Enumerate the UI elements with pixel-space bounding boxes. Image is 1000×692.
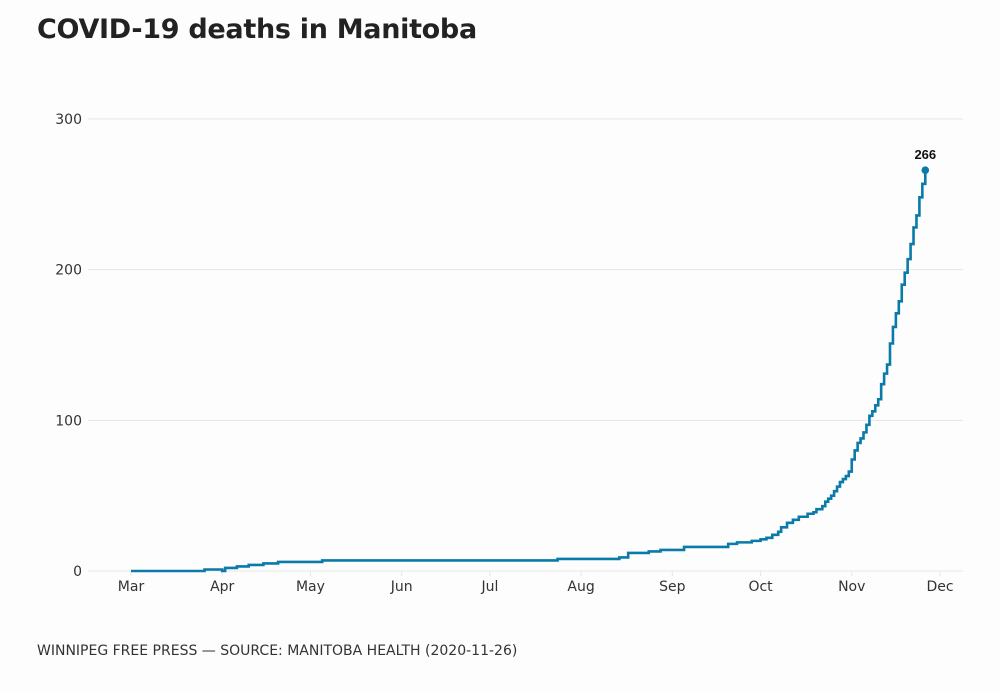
y-tick-label: 0 [73,564,82,580]
x-tick-label: Mar [118,579,145,595]
series-line-deaths [131,170,927,573]
y-tick-label: 200 [55,263,82,279]
x-tick-label: Jun [390,579,413,595]
series-group: 266 [131,147,936,573]
x-tick-label: Oct [748,579,773,595]
x-tick-label: Dec [926,579,953,595]
x-axis: Mar Apr May Jun Jul Aug Sep Oct Nov Dec [118,571,954,595]
y-tick-label: 300 [55,112,82,128]
x-tick-label: Apr [210,579,234,595]
x-tick-label: May [296,579,325,595]
chart-title: COVID-19 deaths in Manitoba [37,14,477,45]
y-tick-label: 100 [55,413,82,429]
x-tick-label: Sep [659,579,686,595]
end-point-marker [921,166,930,175]
x-tick-label: Aug [567,579,594,595]
y-axis: 0 100 200 300 [55,112,82,580]
x-tick-label: Jul [480,579,498,595]
gridlines [88,118,963,572]
source-credit: WINNIPEG FREE PRESS — SOURCE: MANITOBA H… [37,643,518,659]
x-tick-label: Nov [838,579,865,595]
end-value-label: 266 [914,147,936,162]
